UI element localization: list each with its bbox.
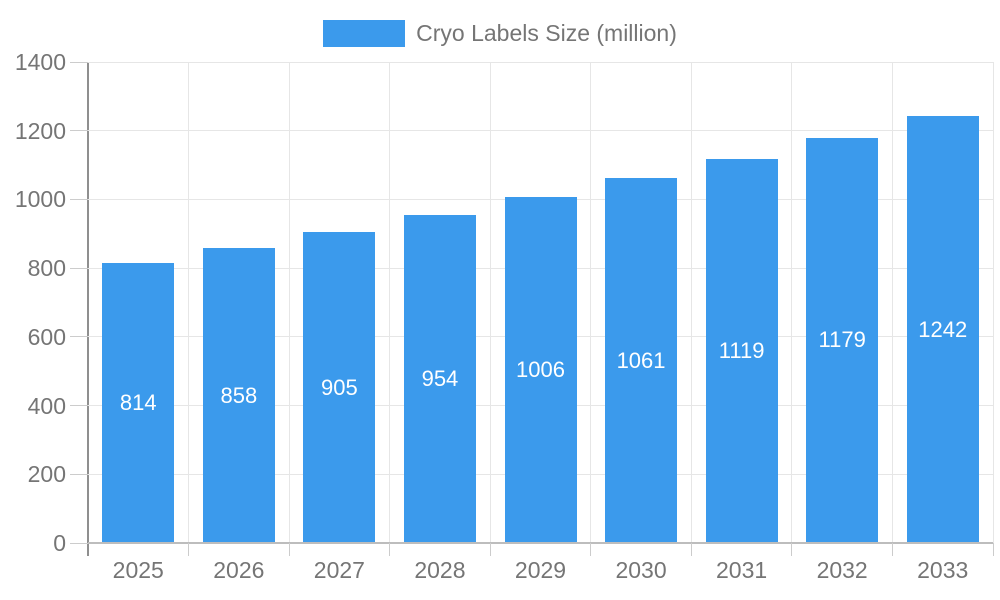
x-axis-label-2032: 2032 xyxy=(816,557,868,583)
y-axis-tick-label: 800 xyxy=(27,255,66,282)
legend-swatch[interactable] xyxy=(323,20,406,47)
h-gridline xyxy=(88,61,993,63)
x-axis-label-2033: 2033 xyxy=(917,557,969,583)
y-axis-tick xyxy=(70,473,88,475)
y-axis-tick xyxy=(70,198,88,200)
v-gridline xyxy=(590,62,592,543)
v-gridline xyxy=(188,62,190,543)
v-gridline xyxy=(791,62,793,543)
x-axis-tick xyxy=(389,543,391,556)
bar-value-label: 1179 xyxy=(818,327,866,353)
y-axis-tick xyxy=(70,336,88,338)
x-axis-label-2029: 2029 xyxy=(514,557,567,583)
x-axis-label-2030: 2030 xyxy=(615,557,667,583)
v-gridline xyxy=(690,62,692,543)
y-axis-tick-label: 1000 xyxy=(14,186,66,213)
bar-value-label: 1061 xyxy=(616,347,666,373)
x-axis-tick xyxy=(690,543,692,556)
v-gridline xyxy=(288,62,290,543)
y-axis-tick-label: 600 xyxy=(27,323,66,350)
v-gridline xyxy=(992,62,994,543)
x-axis-tick xyxy=(791,543,793,556)
bar-value-label: 1006 xyxy=(516,357,565,383)
y-axis-tick-label: 200 xyxy=(27,461,66,488)
bar-value-label: 905 xyxy=(321,374,358,400)
x-axis-tick xyxy=(590,543,592,556)
v-gridline xyxy=(891,62,893,543)
y-axis-tick-label: 0 xyxy=(53,530,66,556)
bar-value-label: 814 xyxy=(119,390,157,416)
legend[interactable]: Cryo Labels Size (million) xyxy=(0,20,1000,47)
bar-2031[interactable]: 1119 xyxy=(705,158,778,543)
bar-2026[interactable]: 858 xyxy=(202,248,275,543)
y-axis-tick xyxy=(70,61,88,63)
y-axis-tick-label: 400 xyxy=(27,392,66,419)
x-axis-label-2028: 2028 xyxy=(414,557,466,583)
x-axis-tick xyxy=(288,543,290,556)
h-gridline xyxy=(88,130,993,132)
x-axis-label-2031: 2031 xyxy=(716,557,768,583)
bar-2032[interactable]: 1179 xyxy=(806,137,879,543)
y-axis-line xyxy=(87,62,89,556)
y-axis-tick-label: 1200 xyxy=(14,117,66,144)
v-gridline xyxy=(489,62,491,543)
bar-2025[interactable]: 814 xyxy=(102,263,175,543)
bar-2033[interactable]: 1242 xyxy=(906,116,979,543)
x-axis-label-2025: 2025 xyxy=(112,557,164,583)
y-axis-tick xyxy=(70,405,88,407)
x-axis-baseline xyxy=(88,542,993,544)
bar-2030[interactable]: 1061 xyxy=(605,178,678,543)
v-gridline xyxy=(389,62,391,543)
bar-value-label: 858 xyxy=(220,382,258,408)
y-axis-tick xyxy=(70,130,88,132)
x-axis-label-2027: 2027 xyxy=(313,557,365,583)
bar-2028[interactable]: 954 xyxy=(403,215,476,543)
x-axis-label-2026: 2026 xyxy=(213,557,265,583)
y-axis-tick xyxy=(70,267,88,269)
x-axis-tick xyxy=(489,543,491,556)
bar-2027[interactable]: 905 xyxy=(303,232,376,543)
plot-area: 814 858 905 954 1006 1061 1119 1179 1242 xyxy=(88,61,994,543)
bar-value-label: 1242 xyxy=(918,316,968,342)
x-axis-tick xyxy=(891,543,893,556)
bar-value-label: 954 xyxy=(421,366,459,392)
y-axis-tick xyxy=(70,542,88,544)
bar-value-label: 1119 xyxy=(718,337,765,363)
y-axis-tick-label: 1400 xyxy=(14,49,66,75)
bar-2029[interactable]: 1006 xyxy=(504,197,577,543)
legend-label: Cryo Labels Size (million) xyxy=(416,20,677,46)
x-axis-tick xyxy=(188,543,190,556)
x-axis-tick xyxy=(992,543,994,556)
